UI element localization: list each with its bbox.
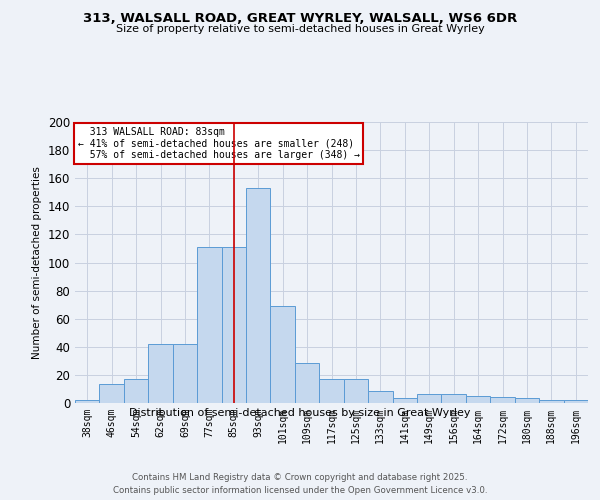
Bar — [221, 247, 246, 402]
Bar — [295, 364, 319, 403]
Bar — [466, 396, 490, 402]
Bar — [246, 188, 271, 402]
Bar — [368, 392, 392, 402]
Bar — [148, 344, 173, 402]
Bar — [319, 378, 344, 402]
Text: 313 WALSALL ROAD: 83sqm
← 41% of semi-detached houses are smaller (248)
  57% of: 313 WALSALL ROAD: 83sqm ← 41% of semi-de… — [77, 126, 359, 160]
Bar — [515, 398, 539, 402]
Text: 313, WALSALL ROAD, GREAT WYRLEY, WALSALL, WS6 6DR: 313, WALSALL ROAD, GREAT WYRLEY, WALSALL… — [83, 12, 517, 26]
Bar — [563, 400, 588, 402]
Bar — [173, 344, 197, 402]
Bar — [100, 384, 124, 402]
Bar — [344, 378, 368, 402]
Text: Distribution of semi-detached houses by size in Great Wyrley: Distribution of semi-detached houses by … — [129, 408, 471, 418]
Bar — [124, 378, 148, 402]
Bar — [490, 397, 515, 402]
Text: Contains HM Land Registry data © Crown copyright and database right 2025.: Contains HM Land Registry data © Crown c… — [132, 472, 468, 482]
Bar — [197, 247, 221, 402]
Y-axis label: Number of semi-detached properties: Number of semi-detached properties — [32, 166, 42, 359]
Bar — [271, 306, 295, 402]
Bar — [392, 398, 417, 402]
Bar — [75, 400, 100, 402]
Text: Size of property relative to semi-detached houses in Great Wyrley: Size of property relative to semi-detach… — [116, 24, 484, 34]
Bar — [442, 394, 466, 402]
Bar — [539, 400, 563, 402]
Bar — [417, 394, 442, 402]
Text: Contains public sector information licensed under the Open Government Licence v3: Contains public sector information licen… — [113, 486, 487, 495]
